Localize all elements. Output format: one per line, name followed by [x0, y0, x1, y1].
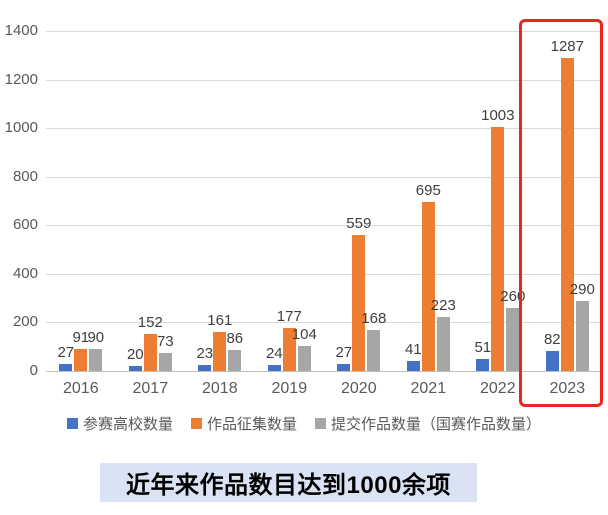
legend-swatch-icon: [66, 418, 78, 429]
bar-作品征集数量-2019: [282, 328, 296, 371]
highlight-box-2023: [519, 19, 604, 407]
bar-提交作品数量（国赛作品数量）-2016: [89, 349, 103, 371]
callout-text: 近年来作品数目达到1000余项: [126, 472, 451, 499]
data-label: 23: [196, 345, 214, 363]
data-label: 1287: [550, 38, 584, 56]
bar-提交作品数量（国赛作品数量）-2023: [575, 300, 589, 371]
legend-item-0: 参赛高校数量: [66, 413, 173, 434]
data-label: 695: [415, 182, 441, 200]
data-label: 86: [226, 330, 244, 348]
gridline: [46, 225, 602, 227]
plot-area: 0 200 400 600 800 1000 1200 1400 27 91 90 2016 20 152…: [4, 22, 602, 397]
x-axis-category-label: 2020: [341, 380, 377, 397]
legend-label: 参赛高校数量: [82, 416, 173, 433]
data-label: 104: [291, 325, 317, 343]
data-label: 1003: [481, 107, 515, 125]
y-axis-tick-label: 1400: [4, 22, 38, 39]
gridline: [46, 79, 602, 81]
data-label: 27: [57, 344, 75, 362]
bar-提交作品数量（国赛作品数量）-2019: [297, 345, 311, 371]
gridline: [46, 273, 602, 275]
legend-swatch-icon: [315, 418, 326, 429]
bar-作品征集数量-2022: [491, 127, 505, 371]
x-axis-category-label: 2022: [480, 380, 516, 397]
data-label: 73: [156, 333, 174, 351]
data-label: 223: [430, 296, 456, 314]
data-label: 41: [404, 341, 422, 358]
y-axis-tick-label: 800: [12, 167, 38, 185]
y-axis-tick-label: 1200: [4, 70, 38, 88]
bar-参赛高校数量-2018: [198, 365, 212, 371]
legend-label: 作品征集数量: [206, 416, 297, 433]
data-label: 24: [265, 345, 283, 363]
gridline: [46, 128, 602, 130]
x-axis-category-label: 2021: [410, 380, 447, 397]
x-axis-category-label: 2018: [202, 380, 238, 397]
bar-参赛高校数量-2016: [59, 364, 73, 371]
legend-label: 提交作品数量（国赛作品数量）: [331, 416, 542, 433]
legend-swatch-icon: [190, 418, 202, 429]
data-label: 290: [569, 280, 595, 298]
y-axis-tick-label: 600: [12, 216, 38, 234]
data-label: 168: [361, 310, 387, 328]
legend-item-1: 作品征集数量: [190, 413, 297, 434]
x-axis-category-label: 2017: [132, 380, 169, 397]
data-label: 152: [137, 314, 163, 332]
bar-提交作品数量（国赛作品数量）-2022: [506, 307, 520, 371]
bar-参赛高校数量-2020: [337, 364, 351, 371]
data-label: 260: [500, 287, 526, 305]
bar-作品征集数量-2018: [213, 331, 227, 371]
bar-参赛高校数量-2022: [476, 358, 490, 371]
x-axis-line: [46, 371, 602, 372]
data-label: 82: [543, 331, 561, 349]
bar-作品征集数量-2017: [143, 334, 157, 371]
gridline: [46, 176, 602, 178]
data-label: 51: [474, 338, 492, 356]
data-label: 177: [276, 308, 302, 325]
chart-legend: 参赛高校数量 作品征集数量 提交作品数量（国赛作品数量）: [0, 413, 608, 434]
gridline: [46, 322, 602, 324]
data-label: 559: [346, 215, 372, 233]
data-label: 90: [87, 329, 105, 347]
gridline: [46, 31, 602, 32]
bar-提交作品数量（国赛作品数量）-2018: [228, 350, 242, 371]
y-axis-tick-label: 200: [12, 313, 38, 331]
bar-作品征集数量-2016: [74, 348, 88, 371]
data-label: 161: [207, 311, 233, 329]
bar-提交作品数量（国赛作品数量）-2017: [158, 353, 172, 371]
bar-作品征集数量-2020: [352, 235, 366, 371]
data-label: 20: [126, 346, 144, 364]
y-axis-tick-label: 400: [12, 264, 38, 282]
bar-参赛高校数量-2019: [267, 365, 281, 371]
data-label: 27: [335, 344, 353, 362]
bar-作品征集数量-2023: [560, 58, 574, 371]
bar-参赛高校数量-2021: [406, 361, 420, 371]
data-label: 91: [72, 328, 90, 346]
legend-item-2: 提交作品数量（国赛作品数量）: [315, 413, 541, 434]
bar-参赛高校数量-2017: [128, 366, 142, 371]
bar-参赛高校数量-2023: [545, 351, 559, 371]
callout-banner: 近年来作品数目达到1000余项: [100, 463, 477, 502]
bar-提交作品数量（国赛作品数量）-2020: [367, 330, 381, 371]
bar-提交作品数量（国赛作品数量）-2021: [436, 316, 450, 371]
y-axis-tick-label: 0: [29, 362, 38, 379]
y-axis-tick-label: 1000: [4, 119, 38, 137]
x-axis-category-label: 2019: [271, 380, 308, 397]
x-axis-category-label: 2016: [63, 380, 99, 397]
bar-作品征集数量-2021: [421, 202, 435, 371]
x-axis-category-label: 2023: [549, 380, 586, 397]
